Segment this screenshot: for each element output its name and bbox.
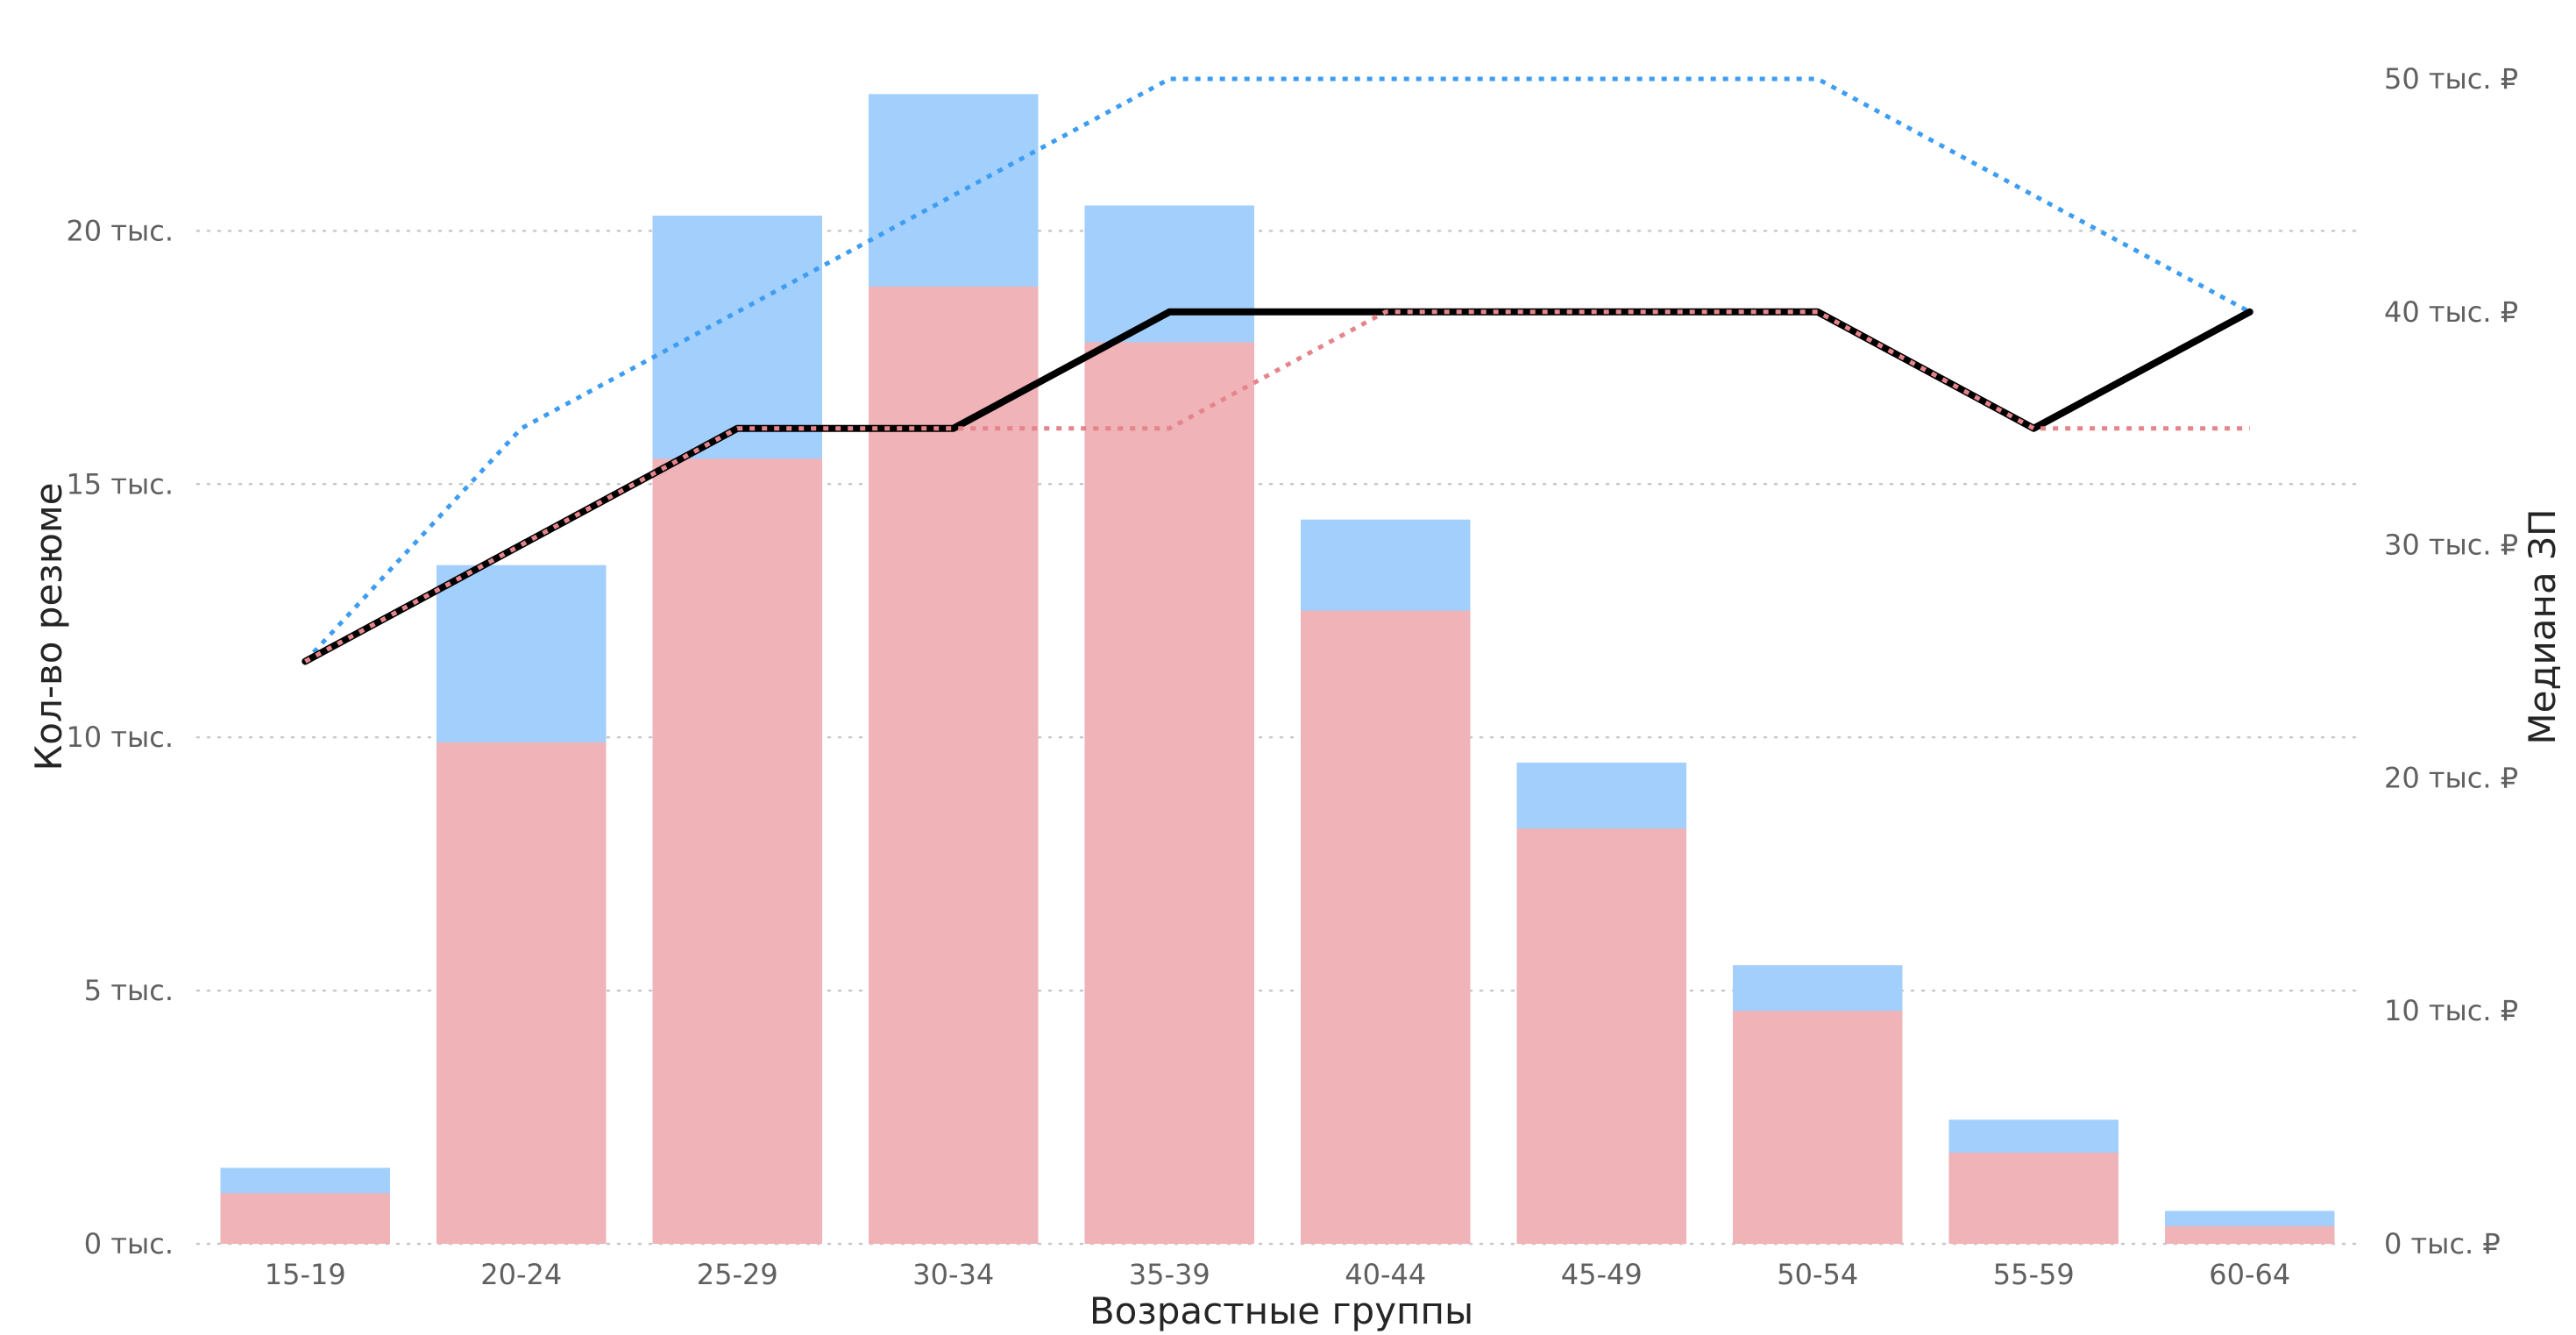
median-lines xyxy=(302,76,2253,665)
x-tick-label: 40-44 xyxy=(1345,1258,1426,1291)
x-tick-label: 30-34 xyxy=(912,1258,994,1291)
bar-45-49-s0 xyxy=(1516,828,1687,1244)
y-tick-label: 5 тыс. xyxy=(84,974,174,1007)
y2-tick-label: 10 тыс. ₽ xyxy=(2384,994,2518,1027)
y2-tick-label: 50 тыс. ₽ xyxy=(2384,62,2518,96)
y2-tick-labels: 0 тыс. ₽ 10 тыс. ₽ 20 тыс. ₽ 30 тыс. ₽ 40 ты… xyxy=(2384,62,2518,1260)
x-tick-label: 55-59 xyxy=(1993,1258,2075,1291)
bar-50-54-s0 xyxy=(1732,1011,1903,1244)
x-tick-label: 45-49 xyxy=(1561,1258,1643,1291)
bar-25-29-s0 xyxy=(652,458,823,1244)
median-line-2 xyxy=(304,309,2250,664)
y2-axis-title: Медиана ЗП xyxy=(2521,508,2564,744)
x-tick-labels: 15-19 20-24 25-29 30-34 35-39 40-44 45-49 50-54… xyxy=(265,1258,2290,1291)
y-tick-label: 20 тыс. xyxy=(66,214,174,247)
y-tick-labels: 0 тыс. 5 тыс. 10 тыс. 15 тыс. 20 тыс. xyxy=(66,214,174,1260)
y-axis-title: Кол-во резюме xyxy=(27,482,70,770)
x-tick-label: 50-54 xyxy=(1777,1258,1858,1291)
bar-30-34-s0 xyxy=(868,286,1039,1244)
y2-tick-label: 30 тыс. ₽ xyxy=(2384,529,2518,562)
y2-tick-label: 20 тыс. ₽ xyxy=(2384,761,2518,794)
bar-15-19-s0 xyxy=(220,1193,391,1244)
bars xyxy=(220,94,2335,1244)
y-tick-label: 10 тыс. xyxy=(66,721,174,754)
bar-55-59-s0 xyxy=(1948,1152,2119,1244)
bar-20-24-s0 xyxy=(436,742,607,1244)
x-tick-label: 15-19 xyxy=(265,1258,346,1291)
bar-60-64-s0 xyxy=(2164,1225,2335,1244)
x-tick-label: 20-24 xyxy=(480,1258,562,1291)
x-tick-label: 60-64 xyxy=(2209,1258,2290,1291)
bar-35-39-s0 xyxy=(1084,342,1255,1244)
x-tick-label: 25-29 xyxy=(697,1258,778,1291)
x-tick-label: 35-39 xyxy=(1129,1258,1210,1291)
y2-tick-label: 0 тыс. ₽ xyxy=(2384,1227,2501,1260)
y2-tick-label: 40 тыс. ₽ xyxy=(2384,295,2518,329)
y-tick-label: 15 тыс. xyxy=(66,467,174,501)
bar-40-44-s0 xyxy=(1300,610,1471,1244)
y-tick-label: 0 тыс. xyxy=(84,1227,174,1260)
x-axis-title: Возрастные группы xyxy=(1089,1289,1473,1332)
